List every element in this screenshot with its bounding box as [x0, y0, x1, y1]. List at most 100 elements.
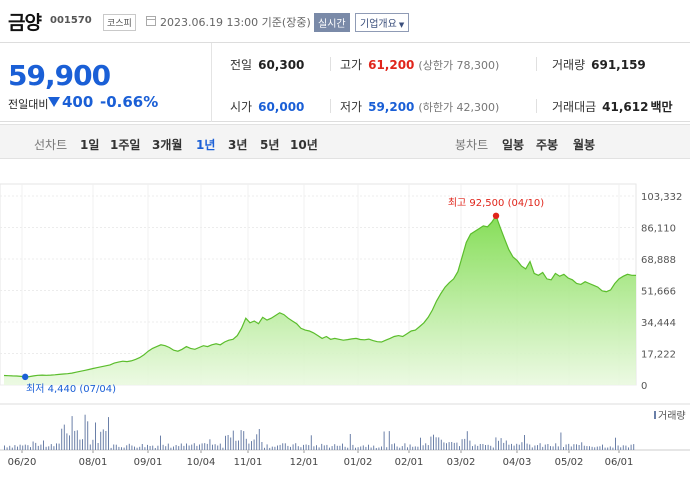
realtime-button[interactable]: 실시간	[314, 13, 350, 32]
day-low-label: 저가	[340, 100, 363, 114]
price-block: 59,900 전일대비 400 -0.66%	[0, 43, 212, 122]
volume-bar	[518, 444, 520, 450]
volume-bar	[576, 444, 577, 450]
volume-bar	[581, 442, 583, 450]
volume-bar	[370, 447, 372, 450]
day-low-value: 59,200	[368, 100, 415, 114]
tab-monthly[interactable]: 월봉	[573, 138, 596, 152]
volume-bar	[9, 445, 11, 450]
tab-3y[interactable]: 3년	[228, 138, 248, 152]
volume-bar	[199, 444, 200, 450]
volume-bar	[238, 440, 239, 450]
volume-bar	[368, 444, 369, 450]
tab-daily[interactable]: 일봉	[502, 138, 525, 152]
volume-bar	[555, 443, 557, 450]
volume-bar	[308, 445, 310, 450]
volume-bar	[58, 443, 60, 450]
low-marker	[22, 373, 29, 381]
volume-bar	[498, 440, 499, 450]
volume-bar	[144, 447, 146, 450]
volume-bar	[154, 448, 156, 450]
volume-bar	[110, 447, 112, 450]
volume-bar	[381, 446, 382, 450]
volume-bar	[329, 447, 330, 450]
volume-bar	[456, 442, 458, 450]
volume-bar	[87, 421, 89, 450]
price-area	[4, 215, 636, 385]
upper-limit: (상한가 78,300)	[418, 59, 500, 72]
tab-1d[interactable]: 1일	[80, 138, 100, 152]
volume-bar	[414, 446, 416, 450]
volume-bar	[401, 446, 403, 450]
volume-bar	[563, 447, 564, 450]
volume-bar	[453, 442, 455, 450]
x-tick-label: 04/03	[503, 457, 532, 468]
volume-bar	[212, 444, 213, 450]
day-high: 고가 61,200 (상한가 78,300)	[340, 56, 499, 73]
volume-bar	[537, 445, 538, 450]
volume-bar	[336, 445, 338, 450]
tab-3m[interactable]: 3개월	[152, 138, 183, 152]
volume-bar	[157, 445, 159, 450]
volume-legend-swatch	[654, 411, 656, 419]
volume-bar	[386, 447, 388, 450]
calendar-icon	[146, 16, 156, 26]
line-chart-label: 선차트	[34, 138, 68, 152]
tab-1w[interactable]: 1주일	[110, 138, 141, 152]
open-label: 시가	[230, 100, 253, 114]
volume-bar	[490, 445, 492, 450]
volume-bar	[617, 445, 619, 450]
tab-weekly[interactable]: 주봉	[536, 138, 559, 152]
volume-bar	[339, 445, 341, 450]
volume-bar	[435, 437, 437, 450]
open-value: 60,000	[258, 100, 305, 114]
volume-bar	[35, 442, 37, 450]
volume-bar	[24, 444, 26, 450]
tab-5y[interactable]: 5년	[260, 138, 280, 152]
corp-info-button[interactable]: 기업개요 ▼	[355, 13, 410, 32]
y-tick-label: 17,222	[641, 350, 676, 361]
stock-code: 001570	[50, 15, 92, 26]
volume-bar	[344, 446, 346, 450]
volume-bar	[251, 441, 252, 450]
volume-bar	[282, 443, 284, 450]
volume-bar	[227, 435, 229, 450]
volume-bar	[248, 443, 250, 450]
volume-bar	[565, 444, 567, 450]
y-tick-label: 34,444	[641, 318, 676, 329]
volume-bar	[178, 446, 180, 450]
volume-bar	[188, 445, 190, 450]
volume-bar	[334, 444, 336, 450]
volume-bar	[396, 446, 398, 450]
prev-close-label: 전일	[230, 58, 253, 72]
volume-bar	[245, 438, 247, 450]
volume-bar	[612, 447, 614, 450]
volume-bar	[391, 444, 393, 450]
volume-bar	[191, 444, 193, 450]
volume-bar	[284, 443, 286, 450]
volume-bar	[17, 446, 18, 450]
volume-bar	[526, 443, 528, 450]
change-percent: -0.66%	[100, 93, 159, 111]
volume-bar	[573, 444, 575, 450]
volume-bar	[45, 446, 47, 450]
volume-bar	[22, 445, 24, 450]
volume-bar	[214, 444, 216, 450]
volume-bar	[412, 446, 414, 450]
volume-bar	[607, 447, 609, 450]
volume-bar	[615, 437, 616, 450]
x-tick-label: 06/01	[605, 457, 634, 468]
volume-bar	[175, 445, 177, 450]
volume-bar	[71, 416, 73, 450]
volume-bar	[500, 438, 502, 450]
tab-1y[interactable]: 1년	[196, 138, 216, 152]
volume-bar	[620, 447, 622, 450]
change-value: 400	[62, 93, 94, 111]
tab-10y[interactable]: 10년	[290, 138, 318, 152]
x-tick-label: 12/01	[290, 457, 319, 468]
volume-bar	[438, 437, 440, 450]
volume-bar	[352, 444, 354, 450]
volume-bar	[149, 446, 151, 450]
candle-chart-label: 봉차트	[455, 138, 489, 152]
volume-bar	[131, 445, 133, 450]
